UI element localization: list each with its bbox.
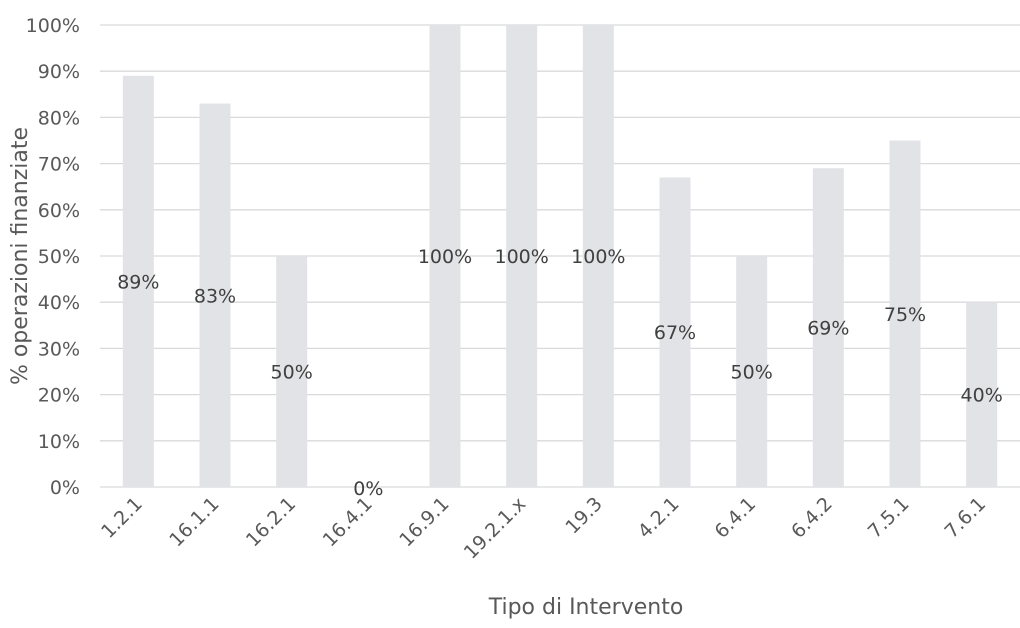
bar [199,103,231,487]
y-tick-label: 80% [38,107,80,129]
data-label: 50% [271,362,313,384]
data-label: 89% [117,271,159,293]
y-axis-ticks: 0% 10% 20% 30% 40% 50% 60% 70% 80% 90% 100% [26,15,80,499]
data-label: 50% [731,362,773,384]
data-labels: 89% 83% 50% 0% 100% 100% 100% 67% 50% 69% 75% 40% [117,246,1003,500]
x-tick-label: 19.2.1.x [460,493,531,564]
y-tick-label: 60% [38,200,80,222]
data-label: 40% [961,385,1003,407]
data-label: 69% [807,318,849,340]
y-tick-label: 20% [38,385,80,407]
x-tick-label: 6.4.1 [710,493,760,543]
data-label: 100% [418,246,472,268]
x-tick-label: 19.3 [561,493,606,538]
x-axis-ticks: 1.2.1 16.1.1 16.2.1 16.4.1 16.9.1 19.2.1.x 19.… [97,493,990,564]
data-label: 0% [353,478,383,500]
bar [736,256,768,487]
data-label: 100% [571,246,625,268]
data-label: 83% [194,285,236,307]
bar [122,75,154,487]
y-tick-label: 100% [26,15,80,37]
y-tick-label: 30% [38,338,80,360]
bar [276,256,308,487]
bar [582,25,614,487]
x-tick-label: 6.4.2 [787,493,837,543]
x-tick-label: 16.4.1 [319,493,377,551]
data-label: 75% [884,304,926,326]
y-tick-label: 0% [50,477,80,499]
y-axis-title: % operazioni finanziate [8,127,33,385]
x-tick-label: 16.2.1 [242,493,300,551]
x-tick-label: 4.2.1 [634,493,684,543]
x-tick-label: 1.2.1 [97,493,147,543]
data-label: 67% [654,322,696,344]
bars [122,25,998,487]
bar [429,25,461,487]
gridlines [100,24,1020,488]
y-tick-label: 40% [38,292,80,314]
x-axis-title: Tipo di Intervento [488,595,684,620]
data-label: 100% [495,246,549,268]
bar [889,140,921,487]
bar [506,25,538,487]
x-tick-label: 7.6.1 [940,493,990,543]
bar [659,177,691,487]
y-tick-label: 10% [38,431,80,453]
bar [966,302,998,487]
y-tick-label: 90% [38,61,80,83]
x-tick-label: 16.9.1 [395,493,453,551]
x-tick-label: 16.1.1 [165,493,223,551]
bar [812,168,844,487]
y-tick-label: 70% [38,154,80,176]
x-tick-label: 7.5.1 [864,493,914,543]
y-tick-label: 50% [38,246,80,268]
